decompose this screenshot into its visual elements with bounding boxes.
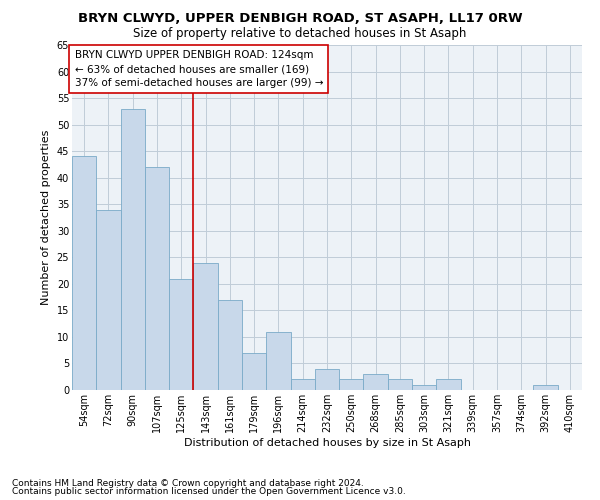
Bar [169,278,193,390]
Bar [72,156,96,390]
Bar [193,262,218,390]
Bar [339,380,364,390]
Text: BRYN CLWYD, UPPER DENBIGH ROAD, ST ASAPH, LL17 0RW: BRYN CLWYD, UPPER DENBIGH ROAD, ST ASAPH… [77,12,523,26]
Bar [218,300,242,390]
Text: Contains public sector information licensed under the Open Government Licence v3: Contains public sector information licen… [12,488,406,496]
Bar [412,384,436,390]
Y-axis label: Number of detached properties: Number of detached properties [41,130,51,305]
Bar [364,374,388,390]
Bar [145,167,169,390]
Text: BRYN CLWYD UPPER DENBIGH ROAD: 124sqm
← 63% of detached houses are smaller (169): BRYN CLWYD UPPER DENBIGH ROAD: 124sqm ← … [74,50,323,88]
Bar [315,369,339,390]
Bar [290,380,315,390]
Bar [388,380,412,390]
Text: Size of property relative to detached houses in St Asaph: Size of property relative to detached ho… [133,28,467,40]
Bar [121,108,145,390]
Bar [436,380,461,390]
Text: Contains HM Land Registry data © Crown copyright and database right 2024.: Contains HM Land Registry data © Crown c… [12,478,364,488]
Bar [266,332,290,390]
Bar [242,353,266,390]
X-axis label: Distribution of detached houses by size in St Asaph: Distribution of detached houses by size … [184,438,470,448]
Bar [533,384,558,390]
Bar [96,210,121,390]
